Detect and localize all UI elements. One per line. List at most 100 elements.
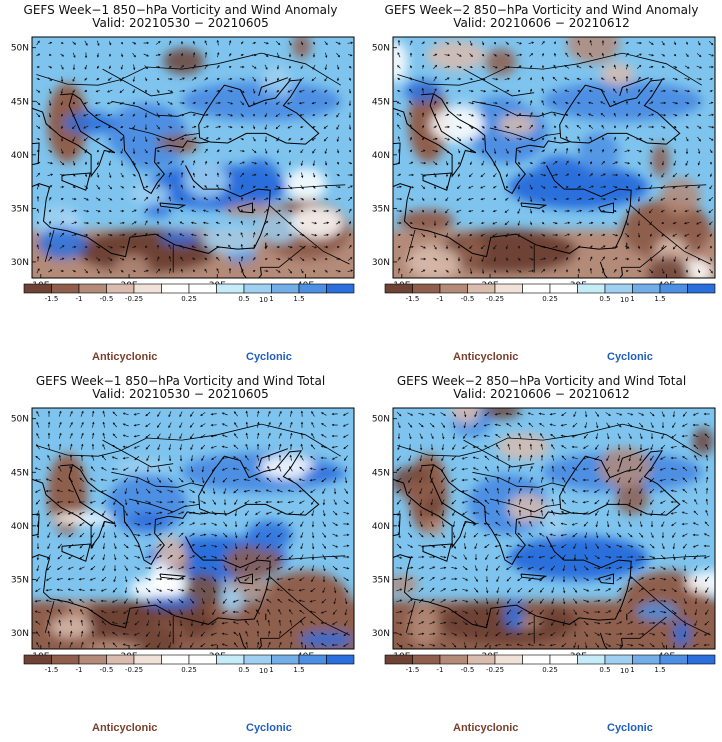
map-field — [32, 37, 354, 278]
colorbar-swatch — [412, 654, 441, 665]
latitude-label: 40N — [372, 151, 390, 161]
panel-title: GEFS Week−2 850−hPa Vorticity and Wind A… — [384, 3, 699, 17]
colorbar-swatch — [467, 283, 496, 294]
colorbar-swatch — [243, 283, 272, 294]
vorticity-map: 50N45N40N35N30N10E20E30E40E-1.5-1-0.5-0.… — [372, 407, 716, 675]
coastlines — [393, 77, 681, 278]
colorbar-label: -0.25 — [486, 666, 504, 674]
panel-title: GEFS Week−1 850−hPa Vorticity and Wind T… — [35, 374, 326, 388]
colorbar-swatch — [298, 283, 327, 294]
colorbar-label: -1 — [437, 295, 444, 303]
colorbar-label: -1 — [76, 666, 83, 674]
colorbar-swatch — [687, 283, 716, 294]
colorbar-label: 1.5 — [293, 295, 304, 303]
colorbar-swatch — [522, 654, 551, 665]
vorticity-shading — [393, 37, 715, 278]
vorticity-map: 50N45N40N35N30N10E20E30E40E-1.5-1-0.5-0.… — [11, 407, 355, 675]
colorbar-label: 1.5 — [654, 666, 665, 674]
map-panel: GEFS Week−2 850−hPa Vorticity and Wind T… — [361, 371, 722, 742]
vorticity-shading — [32, 37, 354, 278]
legend-anticyclonic: Anticyclonic — [92, 722, 158, 734]
latitude-label: 40N — [11, 522, 29, 532]
colorbar-label: -0.25 — [486, 295, 504, 303]
legend-cyclonic: Cyclonic — [607, 722, 653, 734]
colorbar-swatch — [188, 283, 217, 294]
coastlines — [32, 448, 320, 649]
colorbar-swatch — [271, 654, 300, 665]
colorbar-swatch — [522, 283, 551, 294]
map-frame — [392, 36, 716, 279]
colorbar-label: 1 — [630, 666, 634, 674]
colorbar-swatch — [384, 283, 413, 294]
legend-anticyclonic: Anticyclonic — [453, 722, 519, 734]
latitude-label: 30N — [372, 629, 390, 639]
country-borders — [36, 52, 350, 273]
map-panel: GEFS Week−1 850−hPa Vorticity and Wind T… — [0, 371, 361, 742]
colorbar-label: -0.5 — [461, 295, 475, 303]
colorbar-label: 0.5 — [238, 666, 249, 674]
latitude-label: 35N — [372, 575, 390, 585]
latitude-label: 45N — [11, 468, 29, 478]
colorbar-label: -1.5 — [45, 666, 59, 674]
colorbar-swatch — [133, 654, 162, 665]
colorbar-label: -1 — [437, 666, 444, 674]
latitude-label: 45N — [11, 97, 29, 107]
latitude-label: 50N — [372, 415, 390, 425]
panel-valid-dates: Valid: 20210606 − 20210612 — [453, 16, 630, 30]
latitude-label: 35N — [11, 204, 29, 214]
colorbar-swatch — [51, 654, 80, 665]
colorbar-swatch — [23, 283, 52, 294]
colorbar-label: 1 — [269, 295, 273, 303]
colorbar-label: -1 — [76, 295, 83, 303]
colorbar-swatch — [78, 283, 107, 294]
latitude-label: 45N — [372, 468, 390, 478]
colorbar-scale-label: 10 — [620, 296, 629, 304]
colorbar-label: -0.5 — [461, 666, 475, 674]
map-field — [393, 408, 715, 649]
map-panel: GEFS Week−2 850−hPa Vorticity and Wind A… — [361, 0, 722, 371]
vorticity-map: 50N45N40N35N30N10E20E30E40E-1.5-1-0.5-0.… — [372, 36, 716, 304]
vorticity-shading — [32, 452, 354, 649]
colorbar-label: 0.25 — [542, 666, 558, 674]
colorbar-scale-label: 10 — [259, 667, 268, 675]
colorbar: -1.5 -1 -0.5 -0.25 0.25 0.5 1 1.5 10 — [384, 654, 716, 675]
colorbar-swatch — [577, 654, 606, 665]
colorbar-swatch — [439, 283, 468, 294]
colorbar-swatch — [604, 654, 633, 665]
map-field — [32, 408, 354, 649]
legend-anticyclonic: Anticyclonic — [453, 351, 519, 363]
latitude-label: 40N — [372, 522, 390, 532]
colorbar-swatch — [467, 654, 496, 665]
wind-vectors — [396, 411, 710, 649]
colorbar-label: 0.5 — [238, 295, 249, 303]
colorbar-swatch — [326, 283, 355, 294]
latitude-label: 30N — [11, 258, 29, 268]
colorbar-swatch — [604, 283, 633, 294]
latitude-label: 50N — [11, 44, 29, 54]
colorbar: -1.5 -1 -0.5 -0.25 0.25 0.5 1 1.5 10 — [23, 283, 355, 304]
colorbar-swatch — [298, 654, 327, 665]
colorbar-swatch — [384, 654, 413, 665]
colorbar-label: -0.25 — [125, 295, 143, 303]
colorbar-label: -1.5 — [45, 295, 59, 303]
colorbar-label: -1.5 — [406, 666, 420, 674]
latitude-label: 40N — [11, 151, 29, 161]
colorbar-swatch — [188, 654, 217, 665]
colorbar-swatch — [161, 283, 190, 294]
colorbar-label: 1 — [269, 666, 273, 674]
colorbar-swatch — [494, 654, 523, 665]
legend-cyclonic: Cyclonic — [246, 722, 292, 734]
panel-valid-dates: Valid: 20210530 − 20210605 — [92, 387, 269, 401]
colorbar-swatch — [494, 283, 523, 294]
colorbar-swatch — [577, 283, 606, 294]
colorbar-label: 1.5 — [293, 666, 304, 674]
panel-valid-dates: Valid: 20210606 − 20210612 — [453, 387, 630, 401]
panel-title: GEFS Week−1 850−hPa Vorticity and Wind A… — [23, 3, 338, 17]
wind-vectors — [35, 39, 354, 274]
colorbar-swatch — [106, 654, 135, 665]
colorbar-swatch — [439, 654, 468, 665]
colorbar-label: 1.5 — [654, 295, 665, 303]
colorbar-swatch — [659, 654, 688, 665]
map-field — [393, 37, 715, 278]
coastlines — [393, 448, 681, 649]
